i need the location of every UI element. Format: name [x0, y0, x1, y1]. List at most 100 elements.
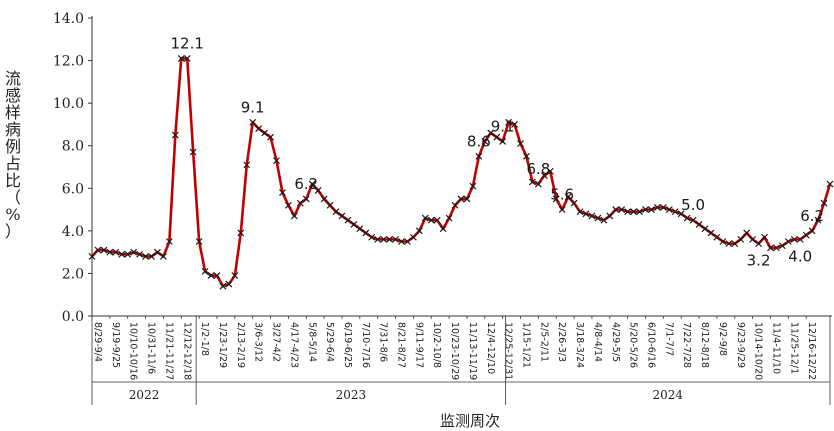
- data-point: [231, 272, 239, 279]
- x-tick-label: 10/14-10/20: [753, 322, 764, 380]
- x-tick-label: 1/15-1/21: [521, 322, 532, 368]
- data-point: [148, 252, 155, 260]
- x-tick-label: 10/2-10/8: [431, 322, 442, 368]
- axes: [91, 16, 832, 317]
- markers: [88, 55, 834, 290]
- y-tick-label: 6.0: [62, 181, 84, 197]
- data-point: [457, 195, 465, 203]
- x-tick-label: 7/31-8/6: [378, 322, 389, 362]
- data-point: [600, 216, 608, 224]
- data-point: [427, 216, 435, 224]
- data-point: [570, 199, 578, 207]
- data-point: [612, 206, 620, 213]
- data-point: [630, 208, 638, 216]
- data-point: [511, 121, 518, 128]
- x-tick-label: 5/29-6/4: [324, 322, 335, 362]
- data-point: [308, 180, 316, 188]
- data-point: [219, 282, 227, 290]
- data-point: [344, 216, 352, 224]
- y-axis-label: 流感样病例占比（%）: [2, 70, 24, 240]
- x-tick-label: 4/8-4/14: [592, 322, 603, 362]
- x-tick-label: 6/19-6/25: [342, 322, 353, 368]
- x-tick-label: 3/6-3/12: [253, 322, 264, 362]
- data-label: 6.2: [294, 175, 318, 193]
- data-label: 9.1: [241, 98, 265, 116]
- data-label: 4.0: [788, 247, 812, 265]
- data-point: [505, 118, 513, 126]
- data-point: [534, 180, 542, 188]
- y-axis-label-char: %: [5, 205, 21, 224]
- data-point: [671, 208, 679, 216]
- data-point: [338, 212, 346, 220]
- data-point: [808, 227, 816, 235]
- data-point: [481, 138, 489, 145]
- data-point: [743, 229, 751, 237]
- data-point: [755, 240, 763, 248]
- data-point: [683, 214, 691, 222]
- x-tick-label: 11/21-11/27: [163, 322, 174, 380]
- x-tick-label: 6/10-6/16: [646, 322, 657, 368]
- data-point: [445, 214, 453, 222]
- year-label: 2024: [653, 388, 684, 402]
- y-axis-label-char: 占: [4, 154, 21, 173]
- annotations: 12.19.16.28.69.16.85.65.03.2 4.06.2: [171, 34, 825, 269]
- data-point: [290, 212, 298, 220]
- data-point: [653, 204, 661, 211]
- series-line: [91, 57, 832, 288]
- data-point: [189, 148, 197, 156]
- data-point: [320, 195, 328, 203]
- data-point: [415, 227, 423, 235]
- data-point: [433, 216, 441, 224]
- y-tick-label: 0.0: [62, 309, 84, 325]
- x-tick-label: 8/12-8/18: [699, 322, 710, 368]
- y-tick-label: 14.0: [53, 11, 84, 27]
- x-tick-label: 12/4-12/10: [485, 322, 496, 374]
- data-point: [802, 231, 810, 239]
- data-point: [659, 204, 667, 211]
- data-point: [796, 235, 804, 243]
- data-point: [398, 238, 405, 245]
- data-point: [195, 238, 203, 245]
- data-point: [100, 246, 108, 254]
- x-axis-label: 监测周次: [440, 412, 500, 430]
- data-label: 5.6: [550, 186, 574, 204]
- data-point: [118, 250, 126, 258]
- data-point: [713, 233, 721, 241]
- data-point: [94, 246, 102, 254]
- data-point: [463, 195, 471, 203]
- data-point: [237, 229, 245, 237]
- data-point: [386, 235, 394, 243]
- y-axis-label-char: 感: [4, 86, 21, 105]
- x-tick-label: 5/20-5/26: [628, 322, 639, 368]
- year-label: 2022: [129, 388, 160, 402]
- y-tick-label: 10.0: [53, 96, 84, 112]
- x-tick-label: 12/25-12/31: [503, 322, 514, 380]
- data-label: 6.8: [526, 160, 550, 178]
- data-point: [356, 225, 364, 233]
- data-point: [261, 129, 269, 137]
- x-tick-label: 3/18-3/24: [574, 322, 585, 368]
- data-point: [767, 244, 774, 252]
- data-point: [826, 180, 834, 188]
- year-groups: 2022 2023 2024: [91, 316, 831, 405]
- data-point: [171, 131, 179, 139]
- data-point: [606, 212, 614, 220]
- data-label: 6.2: [800, 207, 824, 225]
- x-tick-label: 2/13-2/19: [235, 322, 246, 368]
- data-point: [439, 225, 447, 233]
- x-tick-label: 2/26-3/3: [556, 322, 567, 362]
- data-point: [284, 201, 292, 209]
- data-point: [719, 238, 727, 245]
- y-axis-label-char: 流: [4, 69, 21, 88]
- data-label: 8.6: [467, 132, 491, 150]
- data-point: [374, 235, 382, 243]
- data-point: [564, 193, 572, 201]
- x-tick-label: 11/4-11/10: [770, 322, 781, 374]
- data-point: [558, 206, 566, 213]
- data-point: [517, 140, 524, 148]
- data-point: [487, 129, 495, 137]
- data-point: [380, 235, 388, 243]
- data-point: [302, 195, 310, 203]
- data-point: [249, 118, 257, 126]
